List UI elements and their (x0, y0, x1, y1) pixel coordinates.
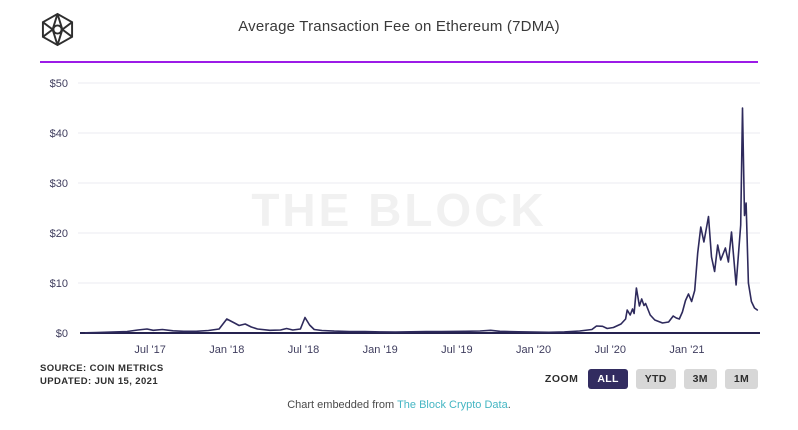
y-tick-label: $10 (50, 278, 68, 290)
x-tick-label: Jul '20 (595, 344, 626, 356)
x-tick-label: Jan '20 (516, 344, 551, 356)
the-block-watermark: THE BLOCK (251, 184, 547, 236)
the-block-logo-icon (41, 12, 74, 47)
zoom-control-label: ZOOM (544, 373, 579, 385)
source-attribution: SOURCE: COIN METRICS UPDATED: JUN 15, 20… (40, 363, 164, 388)
fee-line-chart[interactable]: $0 $10 $20 $30 $40 $50 Jul '17 Jan '18 Jul '18 Ja… (0, 70, 798, 365)
zoom-ytd-button[interactable]: YTD (635, 369, 676, 389)
zoom-1m-button[interactable]: 1M (724, 369, 758, 389)
fee-series-line (84, 107, 759, 334)
y-tick-label: $20 (50, 228, 68, 240)
x-tick-label: Jul '17 (134, 344, 165, 356)
updated-line: UPDATED: JUN 15, 2021 (40, 375, 159, 387)
embed-suffix: . (507, 399, 511, 411)
y-tick-label: $0 (56, 328, 68, 340)
x-tick-label: Jul '19 (441, 344, 472, 356)
y-tick-label: $50 (50, 78, 68, 90)
x-tick-label: Jan '21 (669, 344, 704, 356)
x-tick-label: Jan '18 (209, 344, 244, 356)
y-tick-label: $40 (50, 128, 68, 140)
the-block-crypto-data-link[interactable]: The Block Crypto Data (397, 399, 508, 411)
x-tick-label: Jan '19 (363, 344, 398, 356)
source-line: SOURCE: COIN METRICS (40, 363, 164, 374)
zoom-3m-button[interactable]: 3M (683, 369, 717, 389)
chart-title: Average Transaction Fee on Ethereum (7DM… (238, 18, 560, 35)
zoom-range-control: ZOOM ALL YTD 3M 1M (545, 369, 758, 389)
embed-attribution: Chart embedded from The Block Crypto Dat… (0, 399, 798, 411)
x-tick-label: Jul '18 (288, 344, 319, 356)
y-tick-label: $30 (50, 178, 68, 190)
embed-prefix: Chart embedded from (287, 399, 398, 411)
zoom-all-button[interactable]: ALL (588, 369, 628, 389)
header-accent-divider (40, 61, 758, 63)
